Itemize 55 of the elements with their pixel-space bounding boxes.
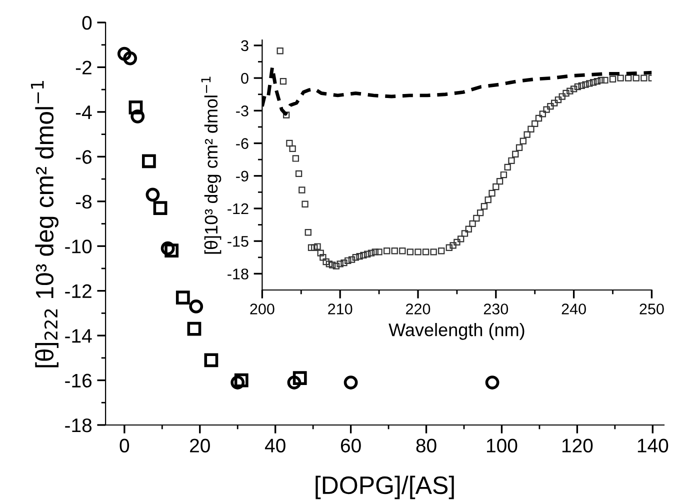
point (123, 51, 138, 66)
point (292, 371, 307, 385)
point (187, 322, 202, 336)
x-tick-label: 0 (120, 438, 130, 452)
y-tick-label: -6 (76, 150, 92, 164)
y-tick-label: -16 (65, 374, 92, 388)
x-tick-label: 100 (486, 438, 518, 452)
point (160, 241, 175, 256)
y-tick-label: -4 (76, 106, 92, 119)
x-tick-label: 140 (638, 438, 668, 452)
x-tick-label: 120 (562, 438, 593, 452)
y-tick-label: -10 (65, 240, 92, 254)
y-tick-label: -15 (228, 236, 248, 247)
point (128, 100, 143, 114)
y-tick-label: 0 (241, 72, 248, 84)
x-tick-label: 250 (640, 304, 664, 314)
y-tick-label: -18 (228, 268, 248, 280)
y-tick-label: 0 (82, 16, 92, 30)
point (485, 376, 500, 390)
y-tick-label: -3 (236, 106, 248, 116)
y-tick-label: -2 (76, 60, 92, 74)
y-axis-title: [θ]$_{222}$ 10³ deg cm² dmol$^{−1}$ (30, 80, 58, 368)
y-tick-label: -14 (65, 329, 92, 343)
x-tick-label: 40 (264, 438, 286, 452)
point (153, 201, 168, 216)
point (164, 244, 179, 258)
y-tick-label: -18 (65, 418, 92, 432)
x-tick-label: 60 (340, 438, 361, 452)
point (189, 300, 204, 314)
y-tick-label: -12 (65, 284, 92, 298)
y-tick-label: 3 (241, 40, 248, 52)
point (176, 290, 190, 304)
point (146, 188, 160, 202)
x-tick-label: 20 (190, 438, 210, 452)
point (117, 46, 132, 61)
x-tick-label: 230 (484, 304, 508, 314)
point (287, 376, 302, 390)
x-tick-label: 240 (562, 304, 586, 314)
x-axis-title: Wavelength (nm) (388, 322, 524, 340)
y-tick-label: -6 (236, 138, 248, 149)
x-axis-title: [DOPG]/[AS] (316, 476, 454, 500)
y-axis-title: [θ]10³ deg cm² dmol$^{−1}$ (201, 76, 222, 254)
y-tick-label: -12 (228, 203, 248, 214)
point (234, 373, 248, 388)
x-tick-label: 220 (406, 304, 430, 314)
point (130, 109, 145, 124)
y-tick-label: -8 (76, 194, 92, 209)
point (204, 353, 218, 368)
point (344, 376, 358, 390)
point (230, 376, 245, 390)
y-tick-label: -9 (236, 170, 248, 182)
x-tick-label: 80 (416, 438, 436, 452)
x-tick-label: 210 (328, 304, 352, 314)
point (142, 154, 156, 168)
x-tick-label: 200 (250, 304, 274, 314)
